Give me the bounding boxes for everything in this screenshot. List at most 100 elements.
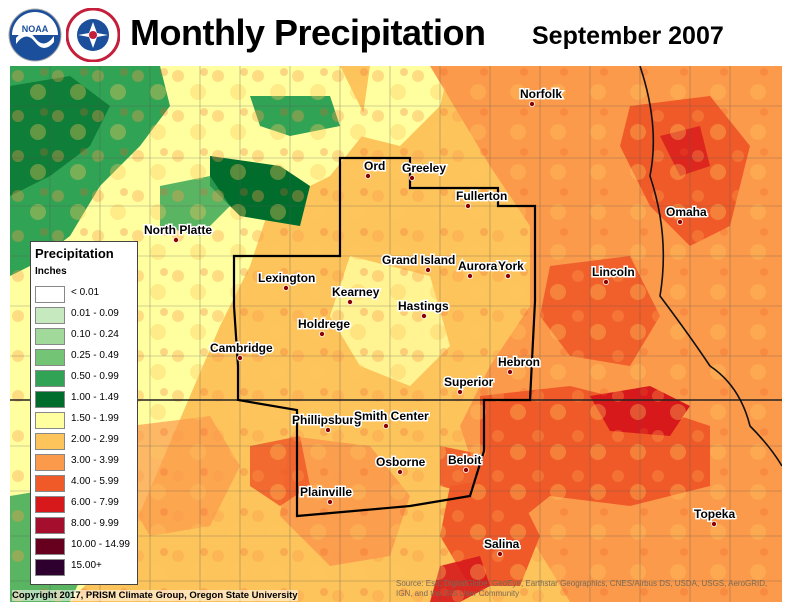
city-marker: Aurora xyxy=(457,258,499,279)
city-label: Lincoln xyxy=(592,265,635,279)
city-marker: Beloit xyxy=(447,452,483,473)
city-dot xyxy=(346,298,353,305)
precipitation-map: Norfolk Ord Greeley Fullerton Omaha North Pla… xyxy=(10,66,782,602)
city-marker: Osborne xyxy=(375,454,427,475)
legend-label: 6.00 - 7.99 xyxy=(71,497,119,508)
city-marker: Ord xyxy=(363,158,387,180)
city-marker: York xyxy=(497,258,526,279)
city-marker: Kearney xyxy=(331,284,381,305)
city-dot xyxy=(282,284,289,291)
city-dot xyxy=(424,266,431,273)
city-marker: Holdrege xyxy=(297,316,352,337)
city-dot xyxy=(396,468,403,475)
city-marker: Omaha xyxy=(665,204,709,225)
missouri-river xyxy=(639,66,782,467)
city-dot xyxy=(456,388,463,395)
legend-label: 0.50 - 0.99 xyxy=(71,371,119,382)
city-label: Omaha xyxy=(666,205,707,219)
map-title: Monthly Precipitation xyxy=(130,12,486,53)
legend-swatch xyxy=(35,559,65,576)
city-marker: Lexington xyxy=(257,270,317,291)
legend-label: 3.00 - 3.99 xyxy=(71,455,119,466)
copyright-text: Copyright 2017, PRISM Climate Group, Ore… xyxy=(12,590,298,601)
city-label: Superior xyxy=(444,375,494,389)
legend-label: 15.00+ xyxy=(71,560,102,571)
city-dot xyxy=(236,354,243,361)
city-dot xyxy=(466,272,473,279)
city-marker: Plainville xyxy=(299,484,354,505)
city-label: Osborne xyxy=(376,455,426,469)
city-dot xyxy=(420,312,427,319)
legend-item: 8.00 - 9.99 xyxy=(35,517,135,535)
legend-swatch xyxy=(35,286,65,303)
city-dot xyxy=(364,173,371,180)
noaa-logo: NOAA xyxy=(8,8,62,62)
city-dot xyxy=(318,330,325,337)
svg-text:NOAA: NOAA xyxy=(22,24,49,34)
legend-swatch xyxy=(35,475,65,492)
city-marker: Topeka xyxy=(693,506,737,527)
city-marker: Phillipsburg xyxy=(291,412,363,433)
legend-label: 0.01 - 0.09 xyxy=(71,308,119,319)
city-dot xyxy=(326,498,333,505)
city-label: Plainville xyxy=(300,485,352,499)
legend-item: 2.00 - 2.99 xyxy=(35,433,135,451)
legend-label: 1.00 - 1.49 xyxy=(71,392,119,403)
city-label: Holdrege xyxy=(298,317,350,331)
city-label: Norfolk xyxy=(520,87,562,101)
legend-swatch xyxy=(35,307,65,324)
city-marker: Hastings xyxy=(397,298,451,319)
legend-units: Inches xyxy=(35,266,67,277)
legend-item: 3.00 - 3.99 xyxy=(35,454,135,472)
legend-item: < 0.01 xyxy=(35,286,135,304)
city-dot xyxy=(496,550,503,557)
city-label: North Platte xyxy=(144,223,212,237)
legend-swatch xyxy=(35,433,65,450)
map-sources: Source: Esri, DigitalGlobe, GeoEye, Eart… xyxy=(396,579,768,598)
city-dot xyxy=(382,422,389,429)
legend-item: 15.00+ xyxy=(35,559,135,577)
legend-item: 4.00 - 5.99 xyxy=(35,475,135,493)
city-dot xyxy=(529,101,536,108)
city-dot xyxy=(711,520,718,527)
city-label: Salina xyxy=(484,537,520,551)
city-label: Hastings xyxy=(398,299,449,313)
legend-swatch xyxy=(35,496,65,513)
header: NOAA Monthly Precipitation September 200… xyxy=(0,0,792,66)
legend-item: 0.50 - 0.99 xyxy=(35,370,135,388)
city-marker: Cambridge xyxy=(209,340,275,361)
city-label: Smith Center xyxy=(354,409,429,423)
legend-label: 10.00 - 14.99 xyxy=(71,539,130,550)
legend-item: 0.01 - 0.09 xyxy=(35,307,135,325)
city-dot xyxy=(464,202,471,209)
map-date: September 2007 xyxy=(532,22,724,50)
city-label: Lexington xyxy=(258,271,315,285)
legend-label: 1.50 - 1.99 xyxy=(71,413,119,424)
city-dot xyxy=(506,368,513,375)
legend-swatch xyxy=(35,328,65,345)
city-label: Grand Island xyxy=(382,253,455,267)
city-marker: Superior xyxy=(443,374,495,395)
legend-swatch xyxy=(35,391,65,408)
map-canvas: Norfolk Ord Greeley Fullerton Omaha North Pla… xyxy=(10,66,782,602)
national-weather-service-logo xyxy=(65,7,121,63)
legend-label: 2.00 - 2.99 xyxy=(71,434,119,445)
city-marker: Fullerton xyxy=(455,188,509,209)
legend-swatch xyxy=(35,517,65,534)
legend-title: Precipitation xyxy=(35,246,114,261)
city-label: Kearney xyxy=(332,285,380,299)
city-dot xyxy=(603,278,610,285)
city-marker: North Platte xyxy=(143,222,214,243)
city-dot xyxy=(324,426,331,433)
city-label: Hebron xyxy=(498,355,540,369)
city-label: Cambridge xyxy=(210,341,273,355)
legend-item: 0.25 - 0.49 xyxy=(35,349,135,367)
city-label: Beloit xyxy=(448,453,481,467)
legend-swatch xyxy=(35,370,65,387)
legend-swatch xyxy=(35,412,65,429)
legend-swatch xyxy=(35,349,65,366)
legend-label: 8.00 - 9.99 xyxy=(71,518,119,529)
city-label: Ord xyxy=(364,159,385,173)
city-label: Fullerton xyxy=(456,189,507,203)
city-marker: Norfolk xyxy=(519,86,564,108)
